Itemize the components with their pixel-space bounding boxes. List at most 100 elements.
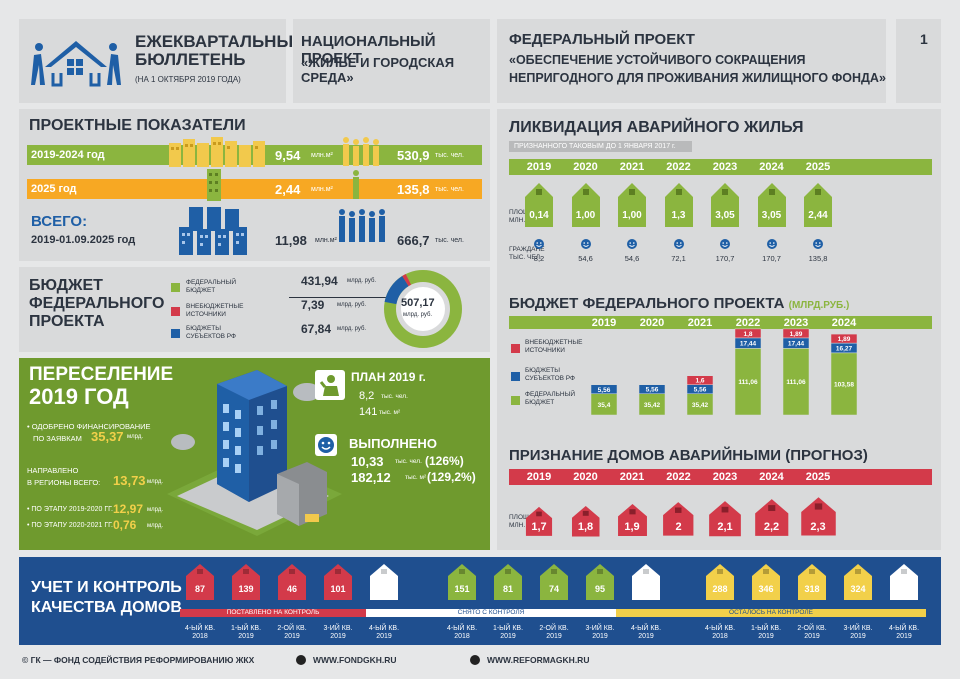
done-area-pct: (129,2%) — [427, 470, 476, 484]
total-area: 11,98 — [275, 233, 307, 248]
isometric-buildings-illustration — [167, 370, 342, 536]
control-house-icon — [369, 563, 399, 606]
budget-federal-value: 431,94 — [301, 274, 338, 288]
smiley-icon — [626, 237, 638, 255]
federal-budget-chart: 2019 35,4 5,56 2020 35,42 5,56 2021 35,42 5,56 1,… — [590, 317, 858, 415]
area-value: 0,14 — [529, 210, 549, 221]
bar-segment — [782, 328, 810, 339]
directed-unit: млрд. — [147, 479, 163, 485]
quarter-label: 3-ИЙ КВ. 2019 — [323, 625, 353, 640]
people-value: 170,7 — [715, 254, 735, 263]
liquidation-years-bar — [509, 159, 932, 175]
federal-project-name-1: «ОБЕСПЕЧЕНИЕ УСТОЙЧИВОГО СОКРАЩЕНИЯ — [509, 53, 806, 67]
legend-federal-swatch — [171, 283, 180, 292]
red-house-icon — [754, 498, 790, 542]
liquidation-subtitle-bar — [509, 141, 692, 152]
control-group-label: СНЯТО С КОНТРОЛЯ — [457, 609, 525, 616]
leader-line — [289, 297, 394, 298]
bar-data-label: 5,56 — [694, 387, 707, 394]
smiley-icon — [580, 237, 592, 255]
bar-data-label: 16,27 — [836, 345, 853, 352]
forecast-value: 1,9 — [624, 521, 640, 533]
national-project-name: «ЖИЛЬЕ И ГОРОДСКАЯ СРЕДА» — [301, 55, 455, 85]
bar-data-label: 1,89 — [838, 336, 851, 343]
control-value: 324 — [850, 584, 866, 594]
bar-segment — [830, 352, 858, 415]
year-label: 2025 — [805, 161, 831, 173]
bar-data-label: 35,42 — [644, 402, 661, 409]
quarter-label: 3-ИЙ КВ. 2019 — [585, 625, 615, 640]
done-area: 182,12 — [351, 470, 391, 485]
control-value: 151 — [454, 584, 470, 594]
approved-unit: млрд. — [127, 434, 143, 440]
fb-legend-regional-label: БЮДЖЕТЫ СУБЪЕКТОВ РФ — [525, 367, 576, 382]
buildings-icon — [169, 137, 265, 167]
control-house-icon — [705, 563, 735, 606]
fb-legend-federal — [511, 393, 520, 411]
smiley-icon — [812, 237, 824, 255]
control-arrow-1 — [180, 609, 366, 617]
forecast-area-label: ПЛОЩАДЬ МЛН. М² — [509, 514, 543, 529]
year-label: 2024 — [759, 161, 784, 173]
footer-copyright: © ГК — ФОНД СОДЕЙСТВИЯ РЕФОРМИРОВАНИЮ ЖК… — [22, 655, 255, 665]
total-area-unit: млн.м² — [315, 237, 337, 244]
smiley-icon — [766, 237, 778, 255]
footer-site2[interactable]: WWW.REFORMAGKH.RU — [487, 655, 590, 665]
bar-data-label: 111,06 — [738, 379, 758, 386]
people-value: 8,2 — [533, 254, 545, 263]
forecast-value: 2,3 — [810, 521, 826, 533]
budget-total: 507,17 — [401, 297, 435, 309]
bar-data-label: 35,4 — [598, 402, 611, 409]
year-label: 2019 — [526, 161, 552, 173]
fb-legend-swatch — [511, 344, 520, 353]
people-value: 135,8 — [808, 254, 828, 263]
area-value: 1,00 — [622, 210, 642, 221]
bar-segment — [686, 375, 714, 385]
building-icon — [207, 169, 221, 201]
done-people-pct: (126%) — [425, 454, 464, 468]
control-house-icon — [493, 563, 523, 606]
fb-legend-swatch — [511, 372, 520, 381]
liquidation-people-label: ГРАЖДАНЕ ТЫС. ЧЕЛ. — [509, 246, 545, 261]
fb-legend-offbudget — [511, 341, 520, 359]
quarter-label: 2-ОЙ КВ. 2019 — [797, 625, 827, 640]
thinking-person-icon — [319, 375, 339, 396]
total-people: 666,7 — [397, 233, 430, 248]
budget-total-unit: млрд. руб. — [403, 312, 433, 318]
footer-site1[interactable]: WWW.FONDGKH.RU — [313, 655, 397, 665]
indicator-area: 9,54 — [275, 148, 301, 163]
bar-data-label: 5,56 — [598, 387, 611, 394]
control-title-1: УЧЕТ И КОНТРОЛЬ — [31, 579, 182, 596]
indicator-people: 530,9 — [397, 148, 430, 163]
budget-title-2: ФЕДЕРАЛЬНОГО — [29, 295, 165, 312]
bulletin-date: (НА 1 ОКТЯБРЯ 2019 ГОДА) — [135, 75, 241, 84]
forecast-value: 2 — [675, 521, 682, 533]
approved-label-1: • ОДОБРЕНО ФИНАНСИРОВАНИЕ — [27, 422, 151, 431]
year-label: 2022 — [666, 471, 691, 483]
legend-regional-label: БЮДЖЕТЫ СУБЪЕКТОВ РФ — [186, 325, 237, 340]
green-house-icon — [617, 181, 647, 229]
approved-value: 35,37 — [91, 429, 124, 444]
bar-data-label: 111,06 — [786, 379, 806, 386]
indicator-people: 135,8 — [397, 182, 430, 197]
bulletin-header: ЕЖЕКВАРТАЛЬНЫЙ БЮЛЛЕТЕНЬ (НА 1 ОКТЯБРЯ 2… — [19, 19, 305, 103]
federal-project-header: ФЕДЕРАЛЬНЫЙ ПРОЕКТ «ОБЕСПЕЧЕНИЕ УСТОЙЧИВ… — [497, 19, 886, 103]
green-house-icon — [664, 181, 694, 229]
plan-people: 8,2 — [359, 390, 375, 402]
budget-regional-value: 67,84 — [301, 322, 332, 336]
stage1-unit: млрд. — [147, 507, 163, 513]
people-value: 72,1 — [671, 254, 686, 263]
legend-regional-swatch — [171, 329, 180, 338]
bar-data-label: 1,89 — [790, 331, 803, 338]
bar-segment — [590, 384, 618, 395]
quarter-label: 4-ЫЙ КВ. 2018 — [704, 625, 736, 640]
green-house-icon — [803, 181, 833, 229]
year-label: 2024 — [759, 471, 784, 483]
quarter-label: 1-ЫЙ КВ. 2019 — [230, 625, 262, 640]
done-icon-box — [315, 434, 337, 456]
budget-donut-chart — [384, 270, 462, 348]
green-house-icon — [571, 181, 601, 229]
indicator-period: 2019-2024 год — [31, 149, 105, 161]
stage1-label: • ПО ЭТАПУ 2019-2020 ГГ. — [27, 506, 113, 513]
bar-segment — [830, 333, 858, 344]
